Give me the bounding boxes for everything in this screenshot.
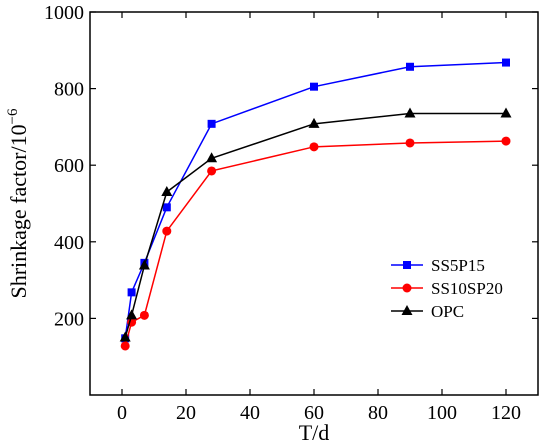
x-tick-label: 100 xyxy=(427,402,457,424)
x-tick-label: 0 xyxy=(117,402,127,424)
legend-marker-opc xyxy=(401,305,413,315)
legend-marker-ss10sp20 xyxy=(402,283,412,293)
legend-label-ss10sp20: SS10SP20 xyxy=(431,279,503,298)
data-point-ss5p15 xyxy=(162,203,171,212)
data-point-ss5p15 xyxy=(310,82,318,91)
data-point-opc xyxy=(119,331,131,342)
x-tick-label: 120 xyxy=(491,402,521,424)
x-axis-ticks: 0 20 40 60 80 100 120 xyxy=(117,12,521,424)
data-point-ss5p15 xyxy=(406,62,414,71)
y-tick-label: 600 xyxy=(54,155,84,177)
y-tick-label: 400 xyxy=(54,232,84,254)
y-tick-label: 200 xyxy=(54,308,84,330)
x-axis-title: T/d xyxy=(299,420,330,445)
y-axis-title: Shrinkage factor/10 xyxy=(6,124,31,298)
y-axis-title-group: Shrinkage factor/10−6 xyxy=(5,108,31,299)
data-point-ss10sp20 xyxy=(309,142,319,152)
y-axis-title-exponent: −6 xyxy=(5,108,21,124)
data-point-ss5p15 xyxy=(127,288,136,297)
data-point-ss10sp20 xyxy=(501,136,511,146)
data-point-opc xyxy=(126,309,138,320)
legend-label-ss5p15: SS5P15 xyxy=(431,256,485,275)
data-point-ss10sp20 xyxy=(207,166,217,176)
x-tick-label: 40 xyxy=(240,402,260,424)
data-point-ss10sp20 xyxy=(139,310,149,320)
data-point-ss5p15 xyxy=(207,119,216,128)
series-line-ss5p15 xyxy=(124,61,507,339)
data-point-ss10sp20 xyxy=(162,226,172,236)
x-tick-label: 60 xyxy=(304,402,324,424)
data-point-opc xyxy=(206,152,218,163)
data-point-ss10sp20 xyxy=(405,138,415,148)
data-point-opc xyxy=(404,107,416,118)
x-tick-label: 80 xyxy=(368,402,388,424)
data-point-opc xyxy=(308,117,320,128)
data-point-opc xyxy=(161,186,173,197)
series-line-opc xyxy=(124,112,506,338)
series-layer xyxy=(119,58,512,351)
data-point-opc xyxy=(500,107,512,118)
y-tick-label: 1000 xyxy=(44,2,84,24)
data-point-opc xyxy=(138,259,150,270)
legend-label-opc: OPC xyxy=(431,302,464,321)
legend: SS5P15 SS10SP20 OPC xyxy=(391,256,503,321)
y-tick-label: 800 xyxy=(54,79,84,101)
plot-frame xyxy=(89,11,539,396)
x-tick-label: 20 xyxy=(176,402,196,424)
y-axis-ticks: 200 400 600 800 1000 xyxy=(44,2,538,330)
data-point-ss5p15 xyxy=(502,58,510,67)
data-point-ss10sp20 xyxy=(120,341,130,351)
legend-marker-ss5p15 xyxy=(403,261,411,269)
svg-text:Shrinkage factor/10−6: Shrinkage factor/10−6 xyxy=(5,108,31,299)
